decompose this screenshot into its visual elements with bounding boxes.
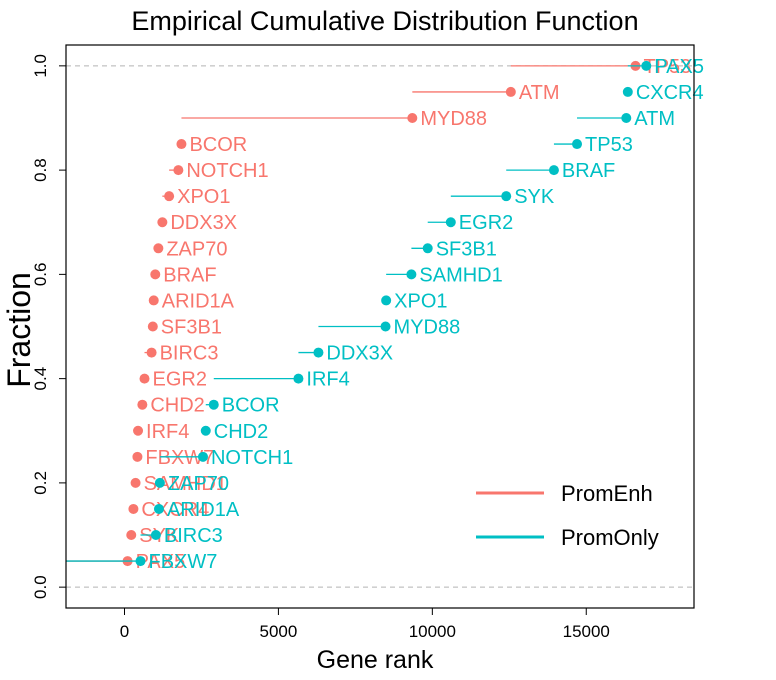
gene-label: IRF4 — [146, 421, 189, 443]
gene-label: BCOR — [189, 134, 247, 156]
legend-label-promonly: PromOnly — [561, 525, 659, 550]
x-tick-label: 15000 — [563, 622, 610, 641]
data-point — [380, 321, 391, 332]
gene-label: MYD88 — [420, 108, 487, 130]
gene-label: TP53 — [585, 134, 633, 156]
data-point — [153, 503, 164, 514]
chart-title: Empirical Cumulative Distribution Functi… — [131, 6, 638, 36]
gene-label: BRAF — [163, 264, 216, 286]
data-point — [548, 165, 559, 176]
gene-label: ZAP70 — [168, 473, 229, 495]
y-tick-label: 0.4 — [31, 367, 50, 391]
data-point — [148, 295, 159, 306]
data-point — [154, 477, 165, 488]
gene-label: SAMHD1 — [144, 473, 227, 495]
gene-label: IRF4 — [306, 369, 349, 391]
data-point — [407, 112, 418, 123]
y-tick-label: 0.8 — [31, 158, 50, 182]
data-point — [135, 556, 146, 567]
data-point — [130, 477, 141, 488]
gene-label: ATM — [634, 108, 675, 130]
gene-label: TP53 — [644, 56, 692, 78]
gene-label: EGR2 — [153, 369, 207, 391]
series-promenh: PAX5SYKCXCR4SAMHD1FBXW7IRF4CHD2EGR2BIRC3… — [66, 56, 691, 573]
data-point — [150, 530, 161, 541]
x-tick-label: 0 — [120, 622, 129, 641]
gene-label: CXCR4 — [636, 82, 704, 104]
gene-label: BCOR — [222, 395, 280, 417]
series-promonly: FBXW7 BIRC3 ARID1A ZAP70 NOTCH1 CHD2 BCOR IRF4 D… — [66, 56, 704, 573]
gene-label: SYK — [514, 186, 555, 208]
data-point — [381, 295, 392, 306]
data-point — [622, 86, 633, 97]
data-point — [572, 139, 583, 150]
data-point — [621, 112, 632, 123]
data-point — [200, 425, 211, 436]
data-point — [197, 451, 208, 462]
gene-label: SF3B1 — [161, 317, 222, 339]
y-tick-label: 0.6 — [31, 263, 50, 287]
gene-label: NOTCH1 — [186, 160, 268, 182]
gene-label: BIRC3 — [160, 343, 219, 365]
gene-label: MYD88 — [394, 317, 461, 339]
data-point — [445, 217, 456, 228]
axis-ticks: 0 5000 10000 15000 0.0 0.2 0.4 0.6 0.8 1.0 — [31, 54, 610, 641]
gene-label: SAMHD1 — [419, 264, 502, 286]
data-point — [501, 191, 512, 202]
y-tick-label: 0.2 — [31, 471, 50, 495]
gene-label: ATM — [519, 82, 560, 104]
data-point — [137, 399, 148, 410]
data-point — [126, 530, 137, 541]
plot-frame — [65, 44, 695, 609]
y-tick-label: 0.0 — [31, 575, 50, 599]
data-point — [147, 321, 158, 332]
gene-label: ARID1A — [167, 499, 240, 521]
gene-label: FBXW7 — [148, 551, 217, 573]
data-point — [313, 347, 324, 358]
data-point — [133, 425, 144, 436]
y-tick-label: 1.0 — [31, 54, 50, 78]
data-point — [153, 243, 164, 254]
data-point — [173, 165, 184, 176]
data-point — [505, 86, 516, 97]
gene-label: BIRC3 — [164, 525, 223, 547]
data-point — [150, 269, 161, 280]
x-axis-label: Gene rank — [317, 646, 434, 674]
data-point — [641, 60, 652, 71]
gene-label: FBXW7 — [145, 447, 214, 469]
data-point — [128, 503, 139, 514]
x-tick-label: 5000 — [259, 622, 297, 641]
data-point — [157, 217, 168, 228]
series-layer: PAX5 SYK CXCR4 SAMHD1 FBXW7 IRF4 CHD2 EGR2 BIRC3… — [66, 56, 704, 573]
gene-label: PAX5 — [654, 56, 704, 78]
data-point — [176, 139, 187, 150]
data-point — [164, 191, 175, 202]
data-point — [293, 373, 304, 384]
data-point — [146, 347, 157, 358]
y-axis-label: Fraction — [1, 272, 37, 388]
gene-label: SF3B1 — [436, 238, 497, 260]
gene-label: ZAP70 — [166, 238, 227, 260]
gene-label: PAX5 — [136, 551, 186, 573]
gene-label: CHD2 — [150, 395, 204, 417]
legend: PromEnh PromOnly — [476, 481, 659, 550]
gene-label: NOTCH1 — [211, 447, 293, 469]
gene-label: DDX3X — [170, 212, 237, 234]
gene-label: EGR2 — [459, 212, 513, 234]
gene-label: XPO1 — [394, 290, 447, 312]
gene-label: DDX3X — [326, 343, 393, 365]
gene-label: BRAF — [562, 160, 615, 182]
x-tick-label: 10000 — [409, 622, 456, 641]
gene-label: ARID1A — [162, 290, 235, 312]
data-point — [132, 451, 143, 462]
data-point — [422, 243, 433, 254]
legend-label-promenh: PromEnh — [561, 481, 653, 506]
gene-label: CHD2 — [214, 421, 268, 443]
data-point — [208, 399, 219, 410]
data-point — [406, 269, 417, 280]
data-point — [139, 373, 150, 384]
gene-label: XPO1 — [177, 186, 230, 208]
